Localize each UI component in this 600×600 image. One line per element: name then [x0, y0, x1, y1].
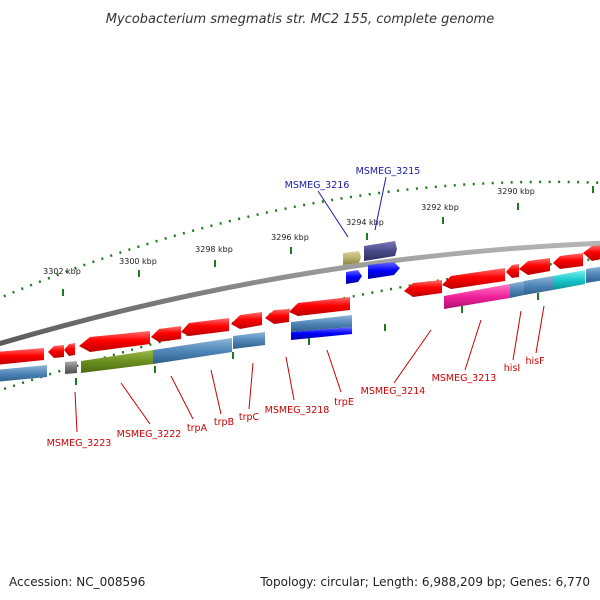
accession-text: Accession: NC_008596 — [9, 575, 145, 589]
leader-line — [248, 362, 254, 410]
gene-arrow — [64, 343, 75, 356]
gene-arrow — [346, 270, 362, 284]
reverse-strand-genes — [0, 245, 600, 382]
gene-arrow — [404, 280, 442, 297]
feature-band — [65, 361, 77, 374]
gene-label: trpE — [334, 397, 354, 408]
gene-label: MSMEG_3223 — [47, 438, 112, 449]
forward-strand-genes — [343, 241, 400, 284]
leader-line — [285, 356, 295, 401]
feature-band — [233, 332, 265, 349]
gene-arrow — [181, 318, 229, 336]
gene-arrow — [0, 348, 44, 365]
gene-label: MSMEG_3216 — [285, 180, 350, 191]
gene-label: hisF — [525, 356, 544, 367]
gene-arrow — [265, 309, 289, 324]
gene-arrow — [368, 262, 400, 279]
feature-band — [0, 365, 47, 382]
gene-label: MSMEG_3222 — [117, 429, 182, 440]
gene-label: MSMEG_3218 — [265, 405, 330, 416]
leader-line — [74, 391, 78, 433]
ruler-label: 3300 kbp — [119, 257, 157, 266]
outer-ruler: 3302 kbp 3300 kbp 3298 kbp 3296 kbp 3294… — [0, 180, 600, 300]
leader-line — [210, 369, 222, 415]
gene-arrow — [442, 268, 505, 289]
ruler-label: 3290 kbp — [497, 187, 535, 196]
leader-line — [374, 176, 387, 231]
gene-arrow — [289, 297, 350, 316]
label-leader-lines — [74, 176, 545, 433]
ruler-label: 3292 kbp — [421, 203, 459, 212]
gene-label: MSMEG_3215 — [356, 166, 421, 177]
genome-backbone — [0, 240, 600, 347]
leader-line — [393, 329, 432, 384]
leader-line — [464, 319, 482, 371]
genome-summary-text: Topology: circular; Length: 6,988,209 bp… — [259, 575, 590, 589]
leader-line — [512, 310, 522, 361]
feature-band — [153, 338, 232, 364]
feature-band — [553, 270, 585, 290]
gene-label: trpA — [187, 423, 208, 434]
gene-arrow — [364, 241, 397, 261]
gene-arrow — [583, 245, 600, 261]
leader-line — [170, 375, 194, 420]
gene-label: MSMEG_3213 — [432, 373, 497, 384]
leader-line — [317, 190, 349, 238]
ruler-label: 3302 kbp — [43, 267, 81, 276]
ruler-label: 3296 kbp — [271, 233, 309, 242]
gene-arrow — [48, 345, 64, 358]
feature-band — [291, 327, 352, 340]
gene-label: hisI — [504, 363, 520, 374]
leader-line — [326, 349, 342, 393]
gene-label: trpC — [239, 412, 260, 423]
map-title: Mycobacterium smegmatis str. MC2 155, co… — [106, 12, 494, 27]
ruler-label: 3298 kbp — [195, 245, 233, 254]
gene-label: trpB — [214, 417, 234, 428]
gene-arrow — [151, 326, 181, 342]
feature-band — [524, 276, 553, 295]
leader-line — [120, 382, 151, 425]
feature-band — [81, 350, 153, 373]
gene-arrow — [79, 331, 150, 352]
leader-line — [535, 305, 545, 354]
feature-band — [444, 284, 510, 309]
gene-arrow — [343, 251, 361, 265]
gene-arrow — [506, 264, 519, 278]
gene-labels: MSMEG_3223 MSMEG_3222 trpA trpB trpC MSM… — [47, 166, 545, 449]
inner-ruler — [0, 257, 600, 392]
ruler-label: 3294 kbp — [346, 218, 384, 227]
gene-arrow — [553, 253, 583, 269]
gene-arrow — [519, 258, 550, 275]
feature-band — [291, 315, 352, 332]
feature-band — [586, 266, 600, 283]
gene-arrow — [231, 312, 262, 329]
gene-label: MSMEG_3214 — [361, 386, 426, 397]
feature-band — [510, 281, 524, 298]
